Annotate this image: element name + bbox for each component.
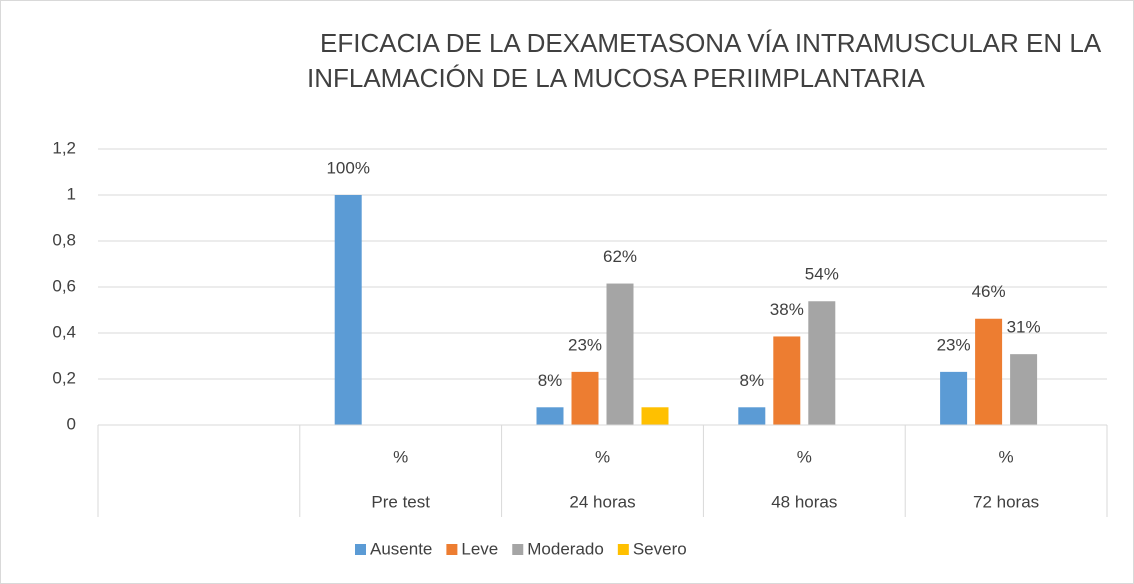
y-tick-label: 0,2	[52, 368, 76, 387]
y-tick-label: 0,4	[52, 322, 76, 341]
x-group-label: 48 horas	[771, 492, 837, 511]
data-label: 23%	[568, 335, 602, 354]
x-group-label: 24 horas	[569, 492, 635, 511]
bar	[571, 371, 599, 425]
bar	[606, 283, 634, 425]
legend-label: Ausente	[370, 539, 432, 558]
y-tick-label: 1,2	[52, 138, 76, 157]
data-label: 54%	[805, 265, 839, 284]
data-label: 23%	[937, 335, 971, 354]
bar	[940, 371, 968, 425]
x-tick-label: %	[797, 447, 812, 466]
x-tick-label: %	[393, 447, 408, 466]
legend-swatch	[355, 544, 366, 555]
legend-swatch	[446, 544, 458, 555]
legend-swatch	[512, 544, 524, 555]
x-tick-label: %	[999, 447, 1014, 466]
bar	[773, 336, 801, 425]
legend-label: Leve	[461, 539, 498, 558]
legend-swatch	[617, 544, 629, 555]
x-tick-label: %	[595, 447, 610, 466]
data-label: 8%	[538, 371, 563, 390]
bar	[808, 301, 836, 425]
data-label: 62%	[603, 247, 637, 266]
x-group-label: 72 horas	[973, 492, 1039, 511]
data-label: 8%	[740, 371, 765, 390]
data-label: 100%	[326, 158, 369, 177]
bar	[334, 195, 362, 425]
bar	[641, 407, 669, 425]
data-label: 31%	[1007, 318, 1041, 337]
y-tick-label: 0,6	[52, 276, 76, 295]
bar	[975, 318, 1003, 425]
chart-title: EFICACIA DE LA DEXAMETASONA VÍA INTRAMUS…	[320, 28, 1102, 58]
data-label: 46%	[972, 282, 1006, 301]
chart-title: INFLAMACIÓN DE LA MUCOSA PERIIMPLANTARIA	[307, 63, 926, 93]
legend-label: Severo	[633, 539, 687, 558]
y-tick-label: 0	[67, 414, 76, 433]
bar	[536, 407, 564, 425]
y-tick-label: 1	[67, 184, 76, 203]
bar	[738, 407, 766, 425]
x-group-label: Pre test	[371, 492, 430, 511]
data-label: 38%	[770, 300, 804, 319]
legend-label: Moderado	[527, 539, 604, 558]
bar	[1010, 354, 1038, 425]
y-tick-label: 0,8	[52, 230, 76, 249]
